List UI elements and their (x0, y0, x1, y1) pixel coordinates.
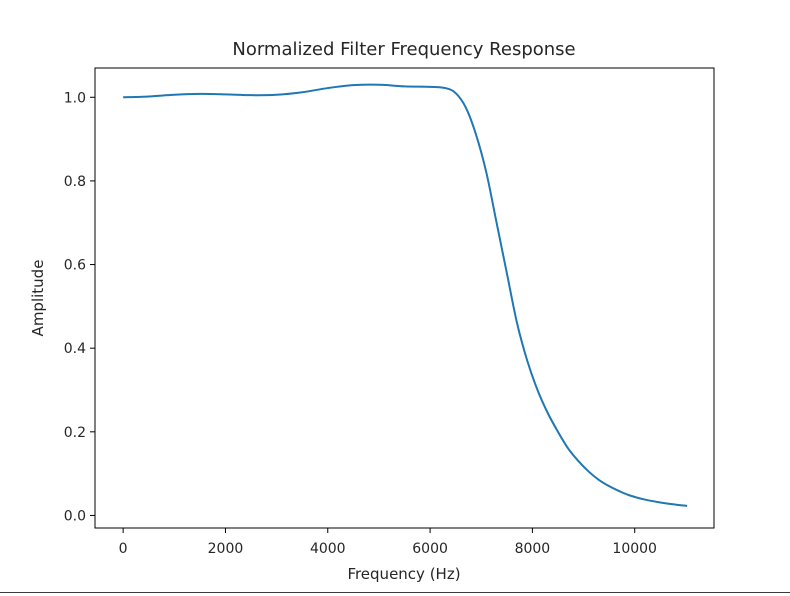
y-tick-label: 1.0 (64, 90, 86, 106)
x-tick-label: 6000 (412, 541, 448, 557)
x-axis-label: Frequency (Hz) (347, 565, 460, 583)
x-tick-label: 8000 (515, 541, 551, 557)
chart-title: Normalized Filter Frequency Response (232, 39, 575, 60)
y-tick-label: 0.6 (64, 258, 86, 274)
bottom-divider (0, 592, 790, 593)
x-tick-label: 10000 (612, 541, 657, 557)
y-tick-label: 0.0 (64, 508, 86, 524)
y-tick-label: 0.4 (64, 341, 86, 357)
x-tick-label: 2000 (208, 541, 244, 557)
x-tick-label: 0 (119, 541, 128, 557)
y-axis: 0.0 0.2 0.4 0.6 0.8 1.0 (64, 90, 95, 524)
series-line (123, 83, 688, 507)
y-axis-label: Amplitude (29, 260, 47, 337)
y-tick-label: 0.2 (64, 425, 86, 441)
plot-area (94, 67, 715, 529)
x-tick-label: 4000 (310, 541, 346, 557)
series-group (123, 83, 688, 507)
y-tick-label: 0.8 (64, 174, 86, 190)
x-axis: 0 2000 4000 6000 8000 10000 (119, 528, 657, 557)
